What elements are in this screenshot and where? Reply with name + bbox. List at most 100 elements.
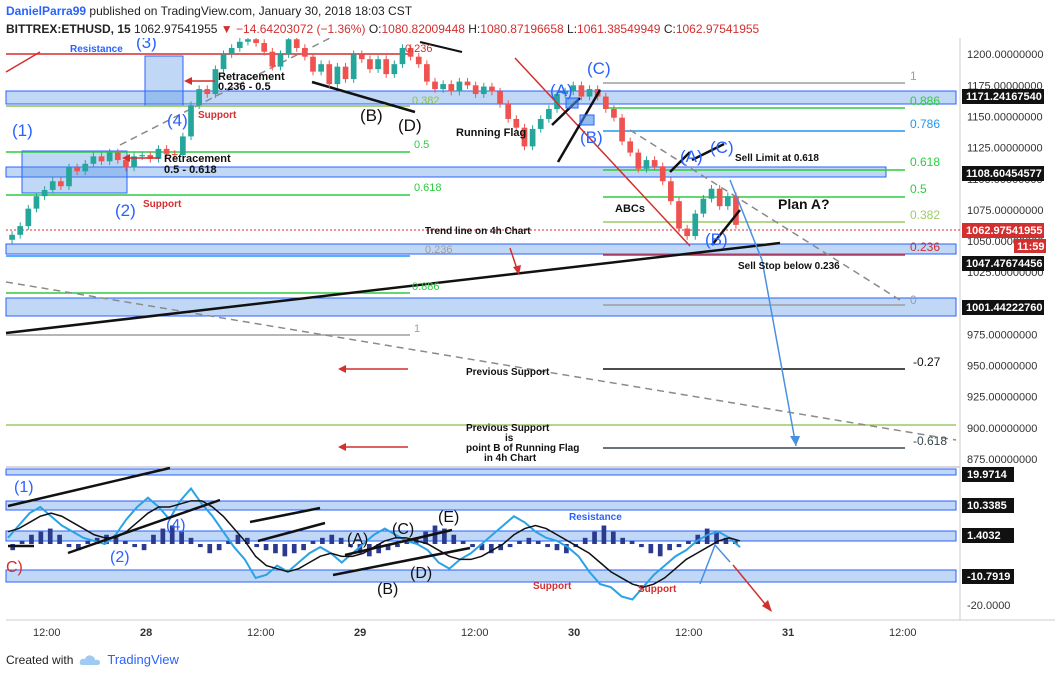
label-previous-support-2c: point B of Running Flag [466,443,579,454]
osc-wave-4: (4) [166,517,186,534]
red-abc-line [514,57,691,247]
histogram-bar [47,528,53,544]
marker-last: 1062.97541955 [966,225,1042,237]
marker-1108: 1108.60454577 [966,168,1042,180]
price-change: −14.64203072 (−1.36%) [236,22,366,36]
histogram-bar [686,540,691,544]
price-tick-label: 925.00000000 [967,392,1037,404]
candle-body [497,91,503,105]
chart-canvas[interactable]: Resistance Retracement 0.236 - 0.5 Retra… [0,38,1055,648]
open-value: 1080.82009448 [381,22,465,36]
histogram-bar [141,544,147,551]
histogram-bar [160,528,166,544]
candle-body [692,213,699,237]
candle-body [375,59,381,70]
label-previous-support-2d: in 4h Chart [484,453,537,464]
candle-body [326,64,333,85]
price-tick-label: 1200.00000000 [967,49,1043,61]
zone-1047 [5,243,957,255]
osc-line-5 [332,546,471,577]
histogram-bar [291,544,297,554]
label-sell-stop: Sell Stop below 0.236 [738,261,840,272]
osc-line-3 [249,506,321,524]
fib-left-labels: 0.236 0.382 0.5 0.618 0.236 0.886 1 [405,43,453,335]
histogram-bar [648,544,654,554]
dashed-trendline-2 [119,38,331,146]
label-plan-a: Plan A? [778,196,830,212]
fib-right-label-382: 0.382 [910,208,940,222]
abc-line-3 [711,209,741,246]
fib-left-label-5: 0.5 [414,139,429,151]
candle-body [188,105,194,137]
time-tick-label: 12:00 [33,627,61,639]
flag-line-2 [556,89,602,163]
histogram-bar [273,544,278,554]
label-previous-support: Previous Support [466,367,550,378]
candle-body [212,69,219,95]
osc-line-2 [67,498,221,555]
histogram-bar [179,531,184,544]
osc-axis[interactable]: 19.9714 10.3385 1.4032 -10.7919 -20.0000 [962,467,1014,612]
candle-body [676,201,682,229]
histogram-bar [610,531,616,544]
candle-body [456,81,463,92]
fib-left-label-236: 0.236 [425,244,453,256]
dashed-trendline-3 [629,129,901,301]
osc-line-4 [257,521,326,543]
osc-tick-m20: -20.0000 [967,600,1010,612]
fib-right-label-5: 0.5 [910,182,927,196]
projection-line [729,179,797,447]
trend-line-4h [5,241,781,335]
candle-body [334,66,341,85]
marker-bg-1001 [962,300,1044,315]
label-retracement-1: Retracement [218,71,285,83]
price-pane[interactable] [6,38,960,464]
histogram-bar [113,537,119,544]
label-abcs: ABCs [615,203,645,215]
price-tick-label: 975.00000000 [967,329,1037,341]
price-tick-label: 875.00000000 [967,454,1037,466]
histogram-bar [639,544,644,548]
histogram-bar [329,534,335,544]
candle-body [58,181,64,187]
wave-labels: (1) (2) (4) (3) (B) (D) (A) (C) (B) (A) … [12,38,734,249]
histogram-bar [488,544,494,554]
candle-body [407,47,414,57]
time-axis[interactable]: 12:00 28 12:00 29 12:00 30 12:00 31 12:00 [33,627,917,639]
candle-body [33,196,40,209]
candle-body [245,39,251,42]
osc-label-support-2: Support [638,584,677,595]
candle-body [9,234,15,240]
histogram-bar [188,537,194,544]
candle-body [651,160,658,167]
candle-body [635,152,642,169]
osc-marker-bg-1 [962,467,1014,482]
osc-zone-4 [5,569,957,583]
candle-body [90,156,97,164]
histogram-bar [667,544,672,551]
tradingview-link[interactable]: TradingView [107,652,179,667]
time-tick-label: 12:00 [675,627,703,639]
osc-line-6 [344,528,453,557]
countdown: 11:59 [1017,241,1045,253]
time-tick-label: 31 [782,627,794,639]
zone-1001 [5,297,957,317]
author-link[interactable]: DanielParra99 [6,4,87,18]
histogram-bar [526,537,532,544]
histogram-bar [338,537,344,544]
histogram-bar [507,544,513,548]
candle-body [529,128,536,147]
osc-label-support-1: Support [533,581,572,592]
osc-marker-bg-3 [962,528,1014,543]
histogram-bar [57,534,62,544]
histogram-bar [470,544,475,548]
histogram-bar [244,537,250,544]
osc-line-1 [7,466,171,508]
candle-body [318,64,324,72]
zone-group [5,55,957,583]
candle-body [171,153,178,156]
candle-body [724,196,731,207]
candle-body [106,152,113,162]
histogram-bar [714,531,719,544]
osc-marker-4: -10.7919 [967,571,1010,583]
